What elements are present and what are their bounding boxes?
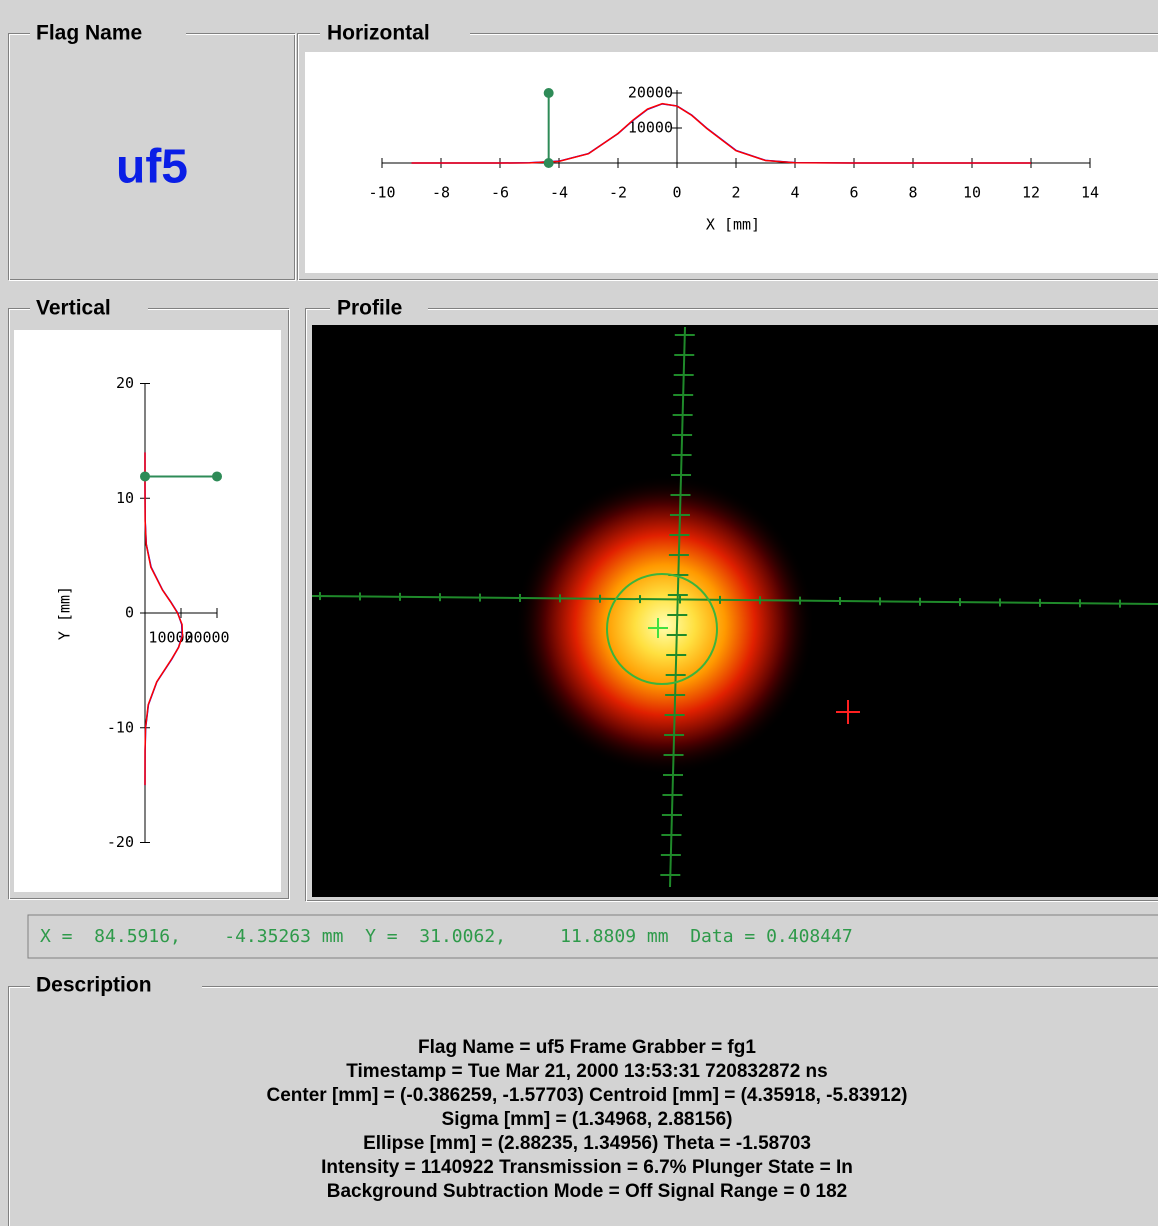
x-tick-label: -2: [609, 184, 627, 202]
description-line: Intensity = 1140922 Transmission = 6.7% …: [321, 1157, 853, 1178]
x-tick-label: 6: [849, 184, 858, 202]
y-tick-label: -20: [107, 833, 134, 851]
y-axis-label: Y [mm]: [56, 586, 74, 640]
x-tick-label: -10: [368, 184, 395, 202]
y-tick-label: 10000: [628, 119, 673, 137]
beam-spot: [515, 475, 815, 775]
x-axis-label: X [mm]: [706, 216, 760, 234]
panel-title: Profile: [337, 297, 402, 320]
description: Flag Name = uf5 Frame Grabber = fg1 Times…: [266, 1037, 907, 1202]
panel-title: Flag Name: [36, 22, 142, 45]
cursor-dot: [140, 471, 150, 481]
x-tick-label: 14: [1081, 184, 1099, 202]
x-tick-label: 10: [963, 184, 981, 202]
description-line: Flag Name = uf5 Frame Grabber = fg1: [418, 1037, 756, 1058]
panel-title: Horizontal: [327, 22, 430, 45]
description-line: Ellipse [mm] = (2.88235, 1.34956) Theta …: [363, 1133, 811, 1154]
flag-name-value: uf5: [116, 141, 188, 194]
readout: X = 84.5916, -4.35263 mm Y = 31.0062, 11…: [40, 926, 853, 947]
y-tick-label: 10: [116, 489, 134, 507]
y-tick-label: 0: [125, 604, 134, 622]
x-tick-label: -6: [491, 184, 509, 202]
x-tick-label: 20000: [184, 629, 229, 647]
beam-profile-window: Flag Name Horizontal Vertical Profile De…: [0, 0, 1158, 1226]
panel-title: Description: [36, 974, 152, 997]
x-tick-label: 12: [1022, 184, 1040, 202]
x-tick-label: -8: [432, 184, 450, 202]
description-line: Sigma [mm] = (1.34968, 2.88156): [442, 1109, 733, 1130]
x-tick-label: -4: [550, 184, 568, 202]
x-tick-label: 8: [908, 184, 917, 202]
cursor-dot: [544, 158, 554, 168]
y-tick-label: -10: [107, 718, 134, 736]
description-line: Center [mm] = (-0.386259, -1.57703) Cent…: [266, 1085, 907, 1106]
vertical-plot-area: [14, 330, 281, 892]
x-tick-label: 2: [731, 184, 740, 202]
description-line: Background Subtraction Mode = Off Signal…: [327, 1181, 848, 1202]
x-tick-label: 0: [672, 184, 681, 202]
y-tick-label: 20000: [628, 84, 673, 102]
cursor-dot: [212, 471, 222, 481]
description-line: Timestamp = Tue Mar 21, 2000 13:53:31 72…: [346, 1061, 827, 1082]
x-tick-label: 4: [790, 184, 799, 202]
y-tick-label: 20: [116, 374, 134, 392]
cursor-dot: [544, 88, 554, 98]
panel-title: Vertical: [36, 297, 111, 320]
